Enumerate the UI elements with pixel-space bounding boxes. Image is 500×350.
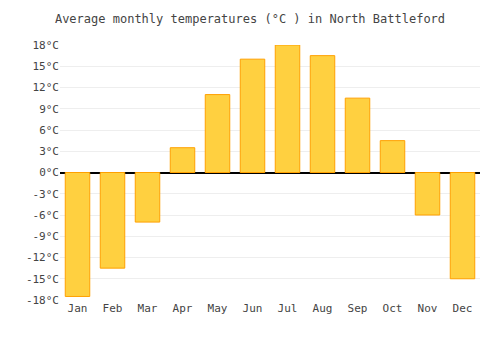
- svg-text:-9°C: -9°C: [33, 230, 60, 243]
- svg-text:-12°C: -12°C: [26, 251, 59, 264]
- svg-text:Jun: Jun: [243, 302, 263, 315]
- svg-text:Sep: Sep: [348, 302, 368, 315]
- svg-text:Aug: Aug: [313, 302, 333, 315]
- svg-text:-18°C: -18°C: [26, 294, 59, 307]
- svg-text:15°C: 15°C: [33, 60, 60, 73]
- svg-text:Apr: Apr: [173, 302, 193, 315]
- svg-text:Average monthly temperatures (: Average monthly temperatures (°C ) in No…: [55, 12, 445, 26]
- svg-text:Dec: Dec: [453, 302, 473, 315]
- svg-text:Jul: Jul: [278, 302, 298, 315]
- svg-text:May: May: [208, 302, 228, 315]
- svg-text:-3°C: -3°C: [33, 188, 60, 201]
- svg-text:Feb: Feb: [103, 302, 123, 315]
- svg-text:Mar: Mar: [138, 302, 158, 315]
- svg-text:Jan: Jan: [68, 302, 88, 315]
- svg-text:0°C: 0°C: [39, 166, 59, 179]
- svg-text:6°C: 6°C: [39, 124, 59, 137]
- svg-text:Nov: Nov: [418, 302, 438, 315]
- svg-text:3°C: 3°C: [39, 145, 59, 158]
- svg-text:12°C: 12°C: [33, 81, 60, 94]
- svg-text:9°C: 9°C: [39, 103, 59, 116]
- svg-text:Oct: Oct: [383, 302, 403, 315]
- svg-text:-15°C: -15°C: [26, 273, 59, 286]
- svg-text:18°C: 18°C: [33, 39, 60, 52]
- svg-text:-6°C: -6°C: [33, 209, 60, 222]
